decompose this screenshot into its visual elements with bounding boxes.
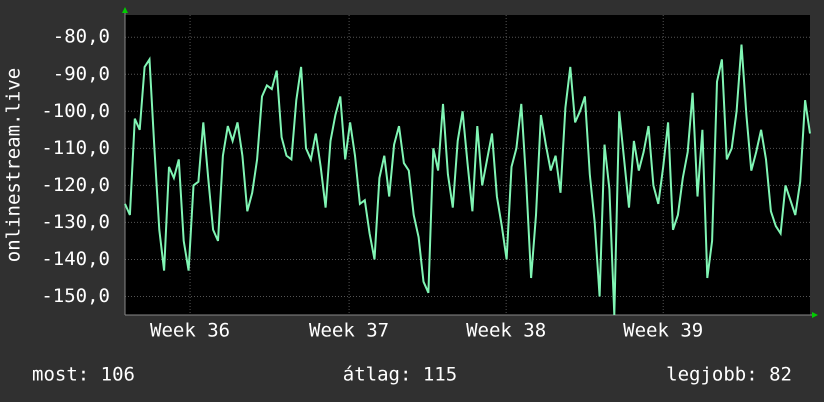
y-tick-label: -130,0 [41,211,110,233]
axis-arrow [812,312,818,318]
y-tick-label: -150,0 [41,285,110,307]
x-tick-label: Week 37 [309,320,389,342]
axis-arrow [122,7,128,13]
y-tick-label: -100,0 [41,100,110,122]
y-tick-label: -140,0 [41,248,110,270]
x-tick-label: Week 39 [623,320,703,342]
data-line [124,44,811,316]
stat-text: legjobb: 82 [666,364,792,386]
y-tick-label: -120,0 [41,174,110,196]
y-tick-label: -110,0 [41,137,110,159]
x-tick-label: Week 38 [466,320,546,342]
y-tick-label: -90,0 [53,63,110,85]
x-tick-label: Week 36 [150,320,230,342]
stat-text: átlag: 115 [343,364,457,386]
stat-text: most: 106 [32,364,135,386]
y-axis-label: onlinestream.live [3,68,25,262]
y-tick-label: -80,0 [53,26,110,48]
